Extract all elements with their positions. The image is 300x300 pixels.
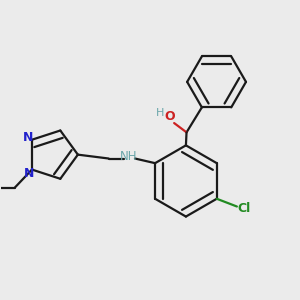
Text: N: N xyxy=(23,131,33,144)
Text: H: H xyxy=(156,108,164,118)
Text: O: O xyxy=(164,110,175,123)
Text: Cl: Cl xyxy=(237,202,250,215)
Text: NH: NH xyxy=(119,151,137,164)
Text: N: N xyxy=(24,167,34,180)
